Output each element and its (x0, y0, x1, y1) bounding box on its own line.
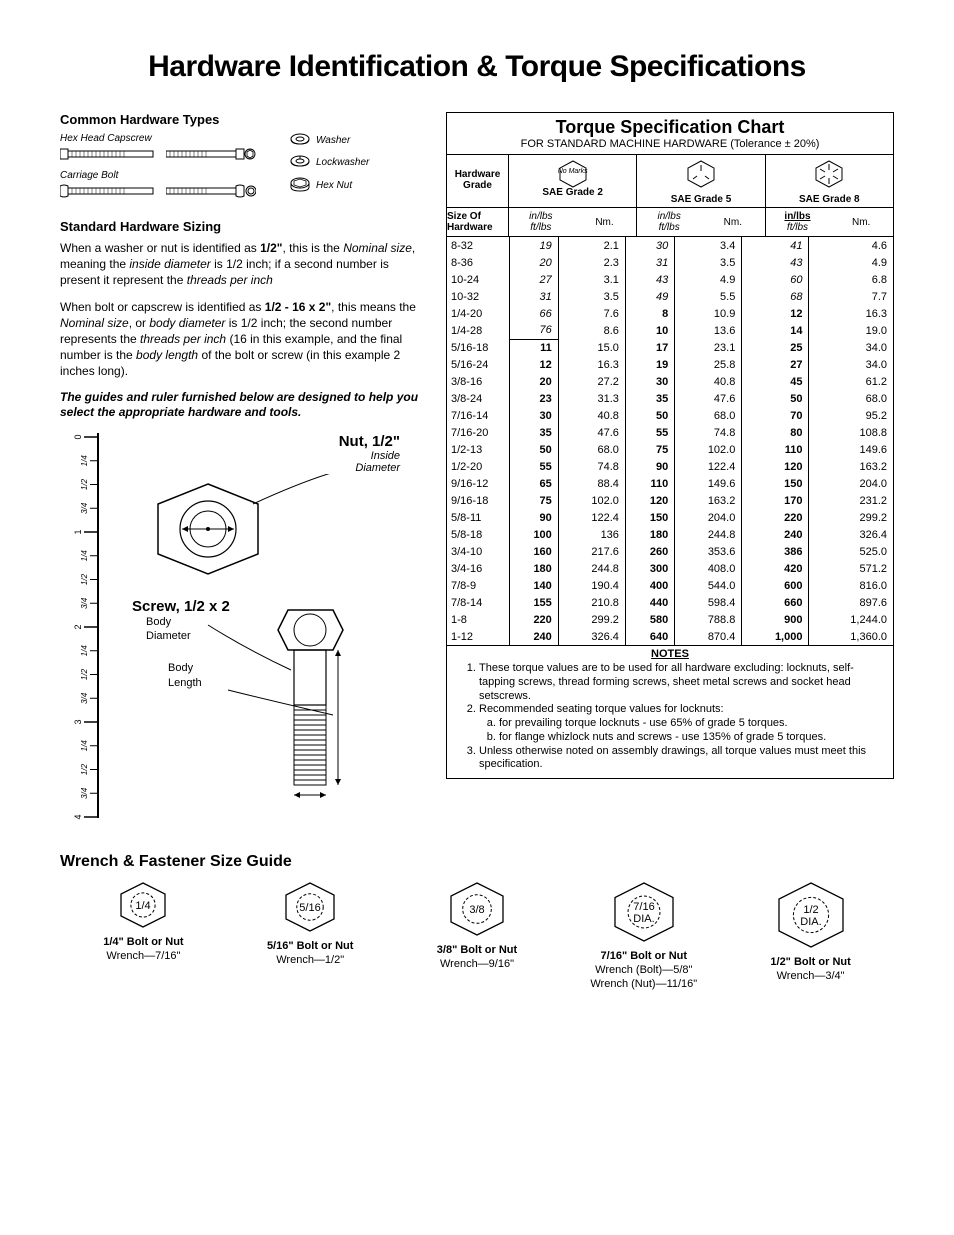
table-row: 10-24273.1434.9606.8 (447, 271, 893, 288)
table-row: 7/16-203547.65574.880108.8 (447, 424, 893, 441)
svg-text:3/4: 3/4 (80, 502, 89, 514)
svg-text:1/4: 1/4 (80, 644, 89, 656)
torque-title: Torque Specification Chart (447, 113, 893, 138)
common-hw-header: Common Hardware Types (60, 112, 420, 127)
table-row: 3/4-16180244.8300408.0420571.2 (447, 560, 893, 577)
table-row: 1-12240326.4640870.41,0001,360.0 (447, 628, 893, 645)
wrench-item: 1/4 1/4" Bolt or Nut Wrench—7/16" (60, 881, 227, 992)
svg-text:3/4: 3/4 (80, 597, 89, 609)
table-row: 8-36202.3313.5434.9 (447, 254, 893, 271)
label-washer: Washer (316, 135, 350, 146)
notes: These torque values are to be used for a… (447, 660, 893, 778)
right-column: Torque Specification Chart FOR STANDARD … (446, 112, 894, 831)
wrench-item: 7/16DIA. 7/16" Bolt or Nut Wrench (Bolt)… (560, 881, 727, 992)
table-row: 9/16-1875102.0120163.2170231.2 (447, 492, 893, 509)
washer-icon (290, 133, 310, 147)
svg-text:1/4: 1/4 (136, 900, 151, 912)
label-hexnut: Hex Nut (316, 180, 352, 191)
table-row: 5/16-181115.01723.12534.0 (447, 339, 893, 356)
table-row: 1/2-135068.075102.0110149.6 (447, 441, 893, 458)
table-row: 7/8-9140190.4400544.0600816.0 (447, 577, 893, 594)
table-row: 8-32192.1303.4414.6 (447, 237, 893, 254)
svg-text:7/16: 7/16 (633, 901, 654, 913)
svg-text:1/2: 1/2 (80, 478, 89, 490)
svg-text:1: 1 (73, 529, 83, 534)
table-row: 3/8-242331.33547.65068.0 (447, 390, 893, 407)
wrench-item: 1/2DIA. 1/2" Bolt or Nut Wrench—3/4" (727, 881, 894, 992)
svg-text:0: 0 (73, 434, 83, 439)
svg-text:3/4: 3/4 (80, 787, 89, 799)
svg-text:1/4: 1/4 (80, 454, 89, 466)
para-washer-sizing: When a washer or nut is identified as 1/… (60, 240, 420, 289)
svg-text:DIA.: DIA. (800, 916, 821, 928)
hex-capscrew-icon-2 (166, 146, 256, 162)
svg-text:1/4: 1/4 (80, 739, 89, 751)
svg-text:1/2: 1/2 (80, 763, 89, 775)
svg-text:3: 3 (73, 719, 83, 724)
torque-chart: Torque Specification Chart FOR STANDARD … (446, 112, 894, 779)
label-hex-capscrew: Hex Head Capscrew (60, 133, 270, 144)
table-row: 5/8-1190122.4150204.0220299.2 (447, 509, 893, 526)
table-row: 3/4-10160217.6260353.6386525.0 (447, 543, 893, 560)
torque-table: 8-32192.1303.4414.68-36202.3313.5434.910… (447, 237, 893, 645)
lockwasher-icon (290, 155, 310, 169)
grade-header: Hardware Grade (447, 155, 509, 207)
grade5-icon (684, 159, 718, 189)
table-row: 1/4-20667.6810.91216.3 (447, 305, 893, 322)
sizing-header: Standard Hardware Sizing (60, 219, 420, 234)
table-row: 3/8-162027.23040.84561.2 (447, 373, 893, 390)
page-title: Hardware Identification & Torque Specifi… (60, 50, 894, 84)
left-column: Common Hardware Types Hex Head Capscrew (60, 112, 420, 831)
carriage-bolt-icon-2 (166, 183, 256, 199)
table-row: 7/16-143040.85068.07095.2 (447, 407, 893, 424)
svg-text:1/2: 1/2 (803, 904, 818, 916)
label-lockwasher: Lockwasher (316, 157, 369, 168)
svg-text:1/4: 1/4 (80, 549, 89, 561)
wrench-row: 1/4 1/4" Bolt or Nut Wrench—7/16" 5/16 5… (60, 881, 894, 992)
svg-text:5/16: 5/16 (299, 902, 320, 914)
nut-title: Nut, 1/2" (108, 433, 400, 450)
svg-text:DIA.: DIA. (633, 913, 654, 925)
para-bolt-sizing: When bolt or capscrew is identified as 1… (60, 299, 420, 380)
table-row: 1-8220299.2580788.89001,244.0 (447, 611, 893, 628)
notes-header: NOTES (447, 645, 893, 660)
table-row: 5/8-18100136180244.8240326.4 (447, 526, 893, 543)
table-row: 7/8-14155210.8440598.4660897.6 (447, 594, 893, 611)
table-row: 5/16-241216.31925.82734.0 (447, 356, 893, 373)
table-row: 1/2-205574.890122.4120163.2 (447, 458, 893, 475)
ruler: 0 1/4 1/2 3/4 1 1/4 1/2 3/4 2 1/4 1/2 3/4 3 1/4 1/2 3/4… (60, 433, 100, 823)
torque-subtitle: FOR STANDARD MACHINE HARDWARE (Tolerance… (447, 138, 893, 154)
table-row: 9/16-126588.4110149.6150204.0 (447, 475, 893, 492)
table-row: 10-32313.5495.5687.7 (447, 288, 893, 305)
svg-text:1/2: 1/2 (80, 668, 89, 680)
svg-text:1/2: 1/2 (80, 573, 89, 585)
label-carriage-bolt: Carriage Bolt (60, 170, 270, 181)
helper-note: The guides and ruler furnished below are… (60, 390, 420, 421)
svg-text:2: 2 (73, 624, 83, 629)
wrench-item: 5/16 5/16" Bolt or Nut Wrench—1/2" (227, 881, 394, 992)
hex-capscrew-icon (60, 146, 160, 162)
svg-text:3/4: 3/4 (80, 692, 89, 704)
nut-sub: InsideDiameter (108, 450, 400, 474)
wrench-title: Wrench & Fastener Size Guide (60, 853, 894, 871)
table-row: 1/4-28768.61013.61419.0 (447, 322, 893, 339)
svg-text:4: 4 (73, 814, 83, 819)
wrench-item: 3/8 3/8" Bolt or Nut Wrench—9/16" (394, 881, 561, 992)
carriage-bolt-icon (60, 183, 160, 199)
nut-diagram (108, 474, 408, 584)
hexnut-icon (290, 177, 310, 193)
grade8-icon (812, 159, 846, 189)
svg-text:3/8: 3/8 (469, 904, 484, 916)
